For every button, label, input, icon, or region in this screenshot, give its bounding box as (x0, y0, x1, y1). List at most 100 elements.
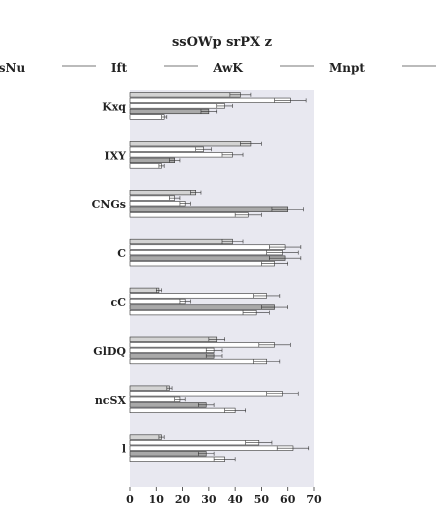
category-label-C: C (117, 247, 126, 260)
bar-e-cC (129, 309, 257, 316)
error-bar-Ift-IXY (195, 147, 212, 152)
bar-e-l (129, 456, 225, 462)
category-labels: Kxq IXY CNGs CcC GlDQ ncSX l (92, 100, 127, 455)
bar-e-CNGs (129, 212, 249, 218)
bar-Ift-cC (129, 293, 267, 299)
bar-AwK-l (129, 445, 294, 451)
x-tick-label-0: 0 (126, 493, 134, 506)
bar-e-IXY (129, 163, 162, 169)
error-bar-e-IXY (158, 163, 165, 168)
bar-Mnpt-ncSX (129, 402, 207, 408)
bar-e-Kxq (129, 114, 165, 120)
error-bar-AwK-C (266, 250, 299, 255)
bar-Ift-Kxq (129, 97, 291, 103)
category-label-IXY: IXY (104, 149, 126, 162)
bar-e-ncSX (129, 407, 236, 414)
error-bar-Ift-Kxq (274, 98, 307, 103)
error-bar-e-CNGs (234, 212, 262, 217)
x-axis-ticks: 0 10 20 30 40 50 60 70 (126, 487, 322, 506)
bar-Ift-GlDQ (129, 342, 275, 348)
bar-AwK-ncSX (129, 396, 181, 402)
bar-AwK-CNGs (129, 201, 186, 207)
bar-Mnpt-Kxq (129, 108, 210, 115)
bar-Ift-IXY (129, 146, 204, 152)
legend: sNuIftAwKMnpte (0, 61, 436, 75)
bar-e-C (129, 261, 275, 267)
error-bar-Ift-C (269, 245, 302, 250)
error-bar-Mnpt-CNGs (271, 207, 304, 212)
error-bar-AwK-Kxq (216, 103, 233, 108)
legend-item-AwK: AwK (212, 61, 243, 75)
error-bar-Mnpt-IXY (169, 158, 181, 163)
bar-AwK-IXY (129, 152, 233, 158)
x-tick-label-70: 70 (306, 493, 322, 506)
category-label-cC: cC (111, 296, 127, 309)
bar-Mnpt-C (129, 255, 286, 261)
error-bar-AwK-cC (179, 299, 191, 304)
error-bar-AwK-GlDQ (205, 348, 223, 353)
category-label-ncSX: ncSX (95, 394, 127, 407)
error-bar-sNu-cC (155, 288, 162, 293)
error-bar-AwK-CNGs (179, 201, 191, 206)
category-label-GlDQ: GlDQ (93, 345, 126, 358)
x-tick-label-50: 50 (254, 493, 270, 506)
error-bar-Ift-ncSX (266, 391, 299, 396)
chart-title: ssOWp srPX z (172, 35, 272, 50)
legend-item-Ift: Ift (111, 61, 128, 75)
bar-sNu-ncSX (129, 385, 170, 391)
error-bar-e-l (213, 457, 236, 462)
bar-Mnpt-IXY (129, 157, 175, 163)
error-bar-Mnpt-C (269, 256, 302, 261)
bar-sNu-cC (129, 287, 160, 294)
error-bar-Mnpt-ncSX (198, 402, 215, 407)
error-bar-sNu-C (221, 239, 244, 244)
legend-item-sNu: sNu (0, 61, 25, 75)
error-bar-sNu-IXY (240, 141, 262, 146)
error-bar-Mnpt-GlDQ (205, 353, 223, 358)
bar-Ift-C (129, 244, 286, 250)
bar-AwK-GlDQ (129, 347, 215, 354)
category-label-l: l (122, 443, 126, 456)
error-bar-e-GlDQ (253, 359, 281, 364)
category-label-CNGs: CNGs (92, 198, 126, 211)
bar-Mnpt-CNGs (129, 206, 289, 212)
error-bar-AwK-IXY (221, 152, 244, 157)
bar-AwK-Kxq (129, 103, 225, 109)
bar-sNu-CNGs (129, 190, 197, 196)
bar-sNu-l (129, 434, 162, 440)
bar-sNu-C (129, 238, 233, 245)
error-bar-Ift-cC (253, 293, 281, 298)
error-bar-e-ncSX (224, 408, 246, 413)
error-bar-Ift-l (245, 440, 273, 445)
error-bar-Mnpt-Kxq (200, 109, 218, 114)
x-tick-label-60: 60 (280, 493, 296, 506)
error-bar-sNu-Kxq (229, 92, 252, 97)
error-bar-Ift-GlDQ (258, 342, 291, 347)
x-tick-label-40: 40 (227, 493, 243, 506)
bar-Ift-ncSX (129, 391, 283, 397)
bar-Mnpt-cC (129, 304, 275, 310)
bar-Mnpt-l (129, 451, 207, 457)
x-tick-label-10: 10 (149, 493, 165, 506)
category-label-Kxq: Kxq (102, 100, 126, 113)
legend-item-Mnpt: Mnpt (329, 61, 365, 75)
x-tick-label-20: 20 (175, 493, 191, 506)
error-bar-sNu-l (158, 435, 165, 440)
error-bar-AwK-ncSX (174, 397, 186, 402)
bar-e-GlDQ (129, 358, 267, 365)
bar-sNu-Kxq (129, 92, 241, 98)
bar-Mnpt-GlDQ (129, 353, 215, 359)
error-bar-e-cC (242, 310, 270, 315)
x-tick-label-30: 30 (201, 493, 217, 506)
bar-AwK-cC (129, 298, 186, 305)
error-bar-AwK-l (276, 446, 310, 451)
error-bar-Mnpt-l (198, 451, 215, 456)
bar-AwK-C (129, 250, 283, 256)
error-bar-Ift-CNGs (169, 196, 181, 201)
error-bar-sNu-GlDQ (208, 337, 225, 342)
error-bar-e-C (261, 261, 289, 266)
bar-Ift-l (129, 440, 260, 446)
bars-group (129, 92, 310, 462)
bar-sNu-GlDQ (129, 336, 218, 342)
